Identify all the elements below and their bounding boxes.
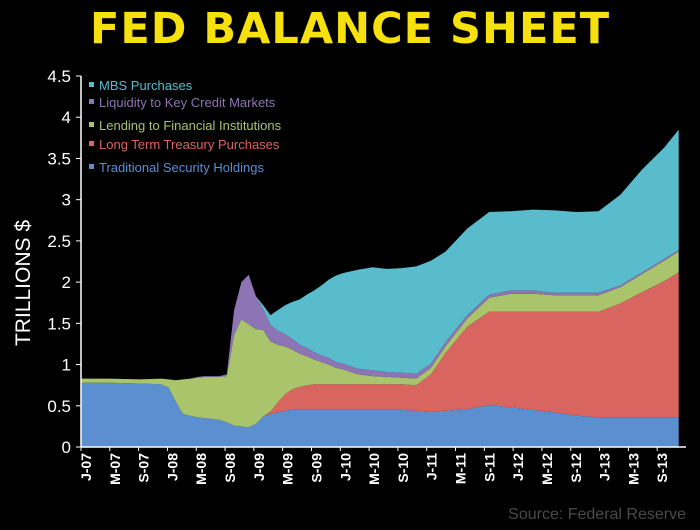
y-axis-ticks: 0 0.5 1 1.5 2 2.5 3 3.5 4 4.5 <box>47 67 81 457</box>
x-tick-label: M-13 <box>625 453 641 485</box>
chart-axes <box>80 76 686 448</box>
x-tick-label: S-07 <box>136 453 152 483</box>
source-note: Source: Federal Reserve <box>508 506 686 523</box>
legend-entry: Traditional Security Holdings <box>99 160 264 175</box>
y-tick-label: 4 <box>62 108 71 127</box>
x-tick-label: J-08 <box>164 453 180 481</box>
x-tick-label: M-09 <box>280 453 296 485</box>
x-tick-label: S-09 <box>309 453 325 483</box>
x-tick-label: S-10 <box>395 453 411 483</box>
legend-entry: Liquidity to Key Credit Markets <box>99 95 276 110</box>
y-tick-label: 0 <box>62 438 71 457</box>
area-mbs-purchases <box>81 129 679 381</box>
x-tick-label: M-07 <box>107 453 123 485</box>
x-tick-label: S-11 <box>481 453 497 482</box>
area-liquidity-to-key-credit-markets <box>81 250 679 381</box>
legend-swatch <box>89 82 94 87</box>
x-tick-label: J-09 <box>251 453 267 481</box>
x-tick-label: J-11 <box>424 453 440 480</box>
legend-swatch <box>89 122 94 127</box>
x-tick-label: J-13 <box>597 453 613 481</box>
x-tick-label: S-13 <box>654 453 670 483</box>
x-tick-label: J-10 <box>337 453 353 481</box>
legend-entry: Long Term Treasury Purchases <box>99 137 280 152</box>
y-tick-label: 3.5 <box>47 149 71 168</box>
y-tick-label: 2.5 <box>47 232 71 251</box>
legend-swatch <box>89 141 94 146</box>
x-tick-label: J-12 <box>510 453 526 481</box>
chart-title: FED BALANCE SHEET <box>89 4 611 54</box>
y-tick-label: 1 <box>62 356 71 375</box>
x-tick-label: M-12 <box>539 453 555 485</box>
legend-swatch <box>89 99 94 104</box>
y-axis-label: TRILLIONS $ <box>12 220 35 346</box>
y-tick-label: 1.5 <box>47 314 71 333</box>
x-tick-label: M-08 <box>193 453 209 485</box>
x-tick-label: S-12 <box>568 453 584 483</box>
y-tick-label: 3 <box>62 191 71 210</box>
series-areas <box>81 129 679 447</box>
legend-swatch <box>89 164 94 169</box>
legend-entry: MBS Purchases <box>99 78 193 93</box>
legend: MBS Purchases Liquidity to Key Credit Mar… <box>89 78 282 175</box>
legend-entry: Lending to Financial Institutions <box>99 118 282 133</box>
x-tick-label: S-08 <box>222 453 238 483</box>
x-tick-label: M-10 <box>366 453 382 485</box>
area-lending-to-financial-institutions <box>81 251 679 428</box>
area-traditional-security-holdings <box>81 382 679 447</box>
x-axis-ticks: J-07 M-07 S-07 J-08 M-08 S-08 J-09 M-09 S-09 J-10… <box>78 447 670 485</box>
y-tick-label: 4.5 <box>47 67 71 86</box>
x-tick-label: J-07 <box>78 453 94 481</box>
area-long-term-treasury-purchases <box>81 272 679 428</box>
y-tick-label: 2 <box>62 273 71 292</box>
x-tick-label: M-11 <box>453 453 469 484</box>
y-tick-label: 0.5 <box>47 397 71 416</box>
